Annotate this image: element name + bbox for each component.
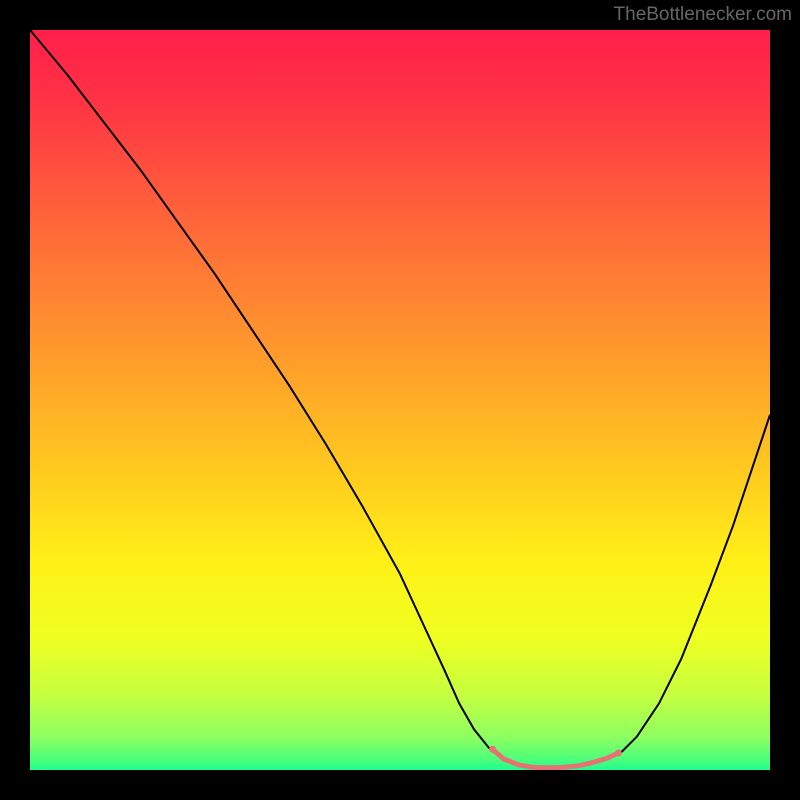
optimal-range-end-dot [615,749,622,756]
watermark-text: TheBottlenecker.com [614,4,792,26]
plot-area [30,30,770,770]
gradient-background [30,30,770,770]
optimal-range-start-dot [489,746,496,753]
chart-container: TheBottlenecker.com [0,0,800,800]
chart-svg [30,30,770,770]
